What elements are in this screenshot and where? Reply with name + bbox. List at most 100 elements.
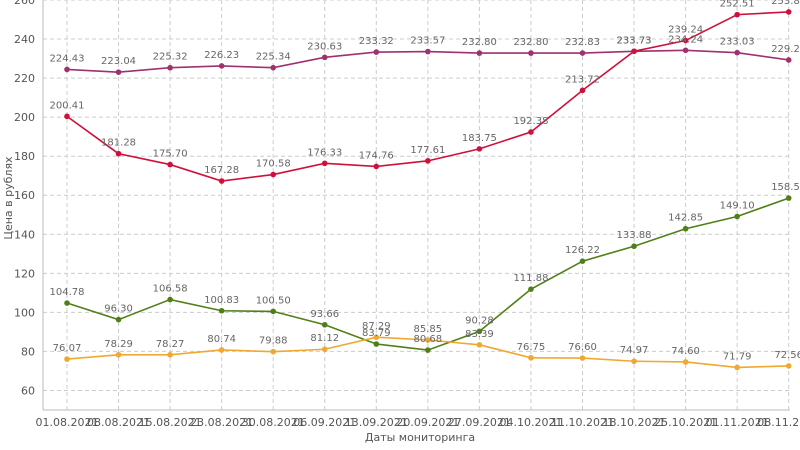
data-label: 253.89 [771,0,800,7]
data-label: 233.73 [617,35,652,46]
data-label: 213.72 [565,74,600,85]
x-tick-label: 30.08.2021 [242,416,305,429]
x-tick-label: 20.09.2021 [396,416,459,429]
x-tick-label: 06.09.2021 [293,416,356,429]
data-label: 183.75 [462,133,497,144]
data-point [64,300,70,306]
data-label: 225.32 [153,52,188,63]
data-label: 170.58 [256,159,291,170]
data-point [579,50,586,56]
data-point [218,63,225,69]
data-label: 104.78 [50,287,85,298]
x-tick-label: 04.10.2021 [499,416,562,429]
data-label: 76.60 [568,342,597,353]
data-point [476,50,483,56]
data-label: 106.58 [153,284,188,295]
data-point [167,352,173,358]
data-label: 100.50 [256,295,291,306]
data-label: 142.85 [668,213,703,224]
data-labels: 224.43 223.04 225.32 226.23 225.34 230.63 233.… [50,0,800,362]
data-label: 233.57 [410,36,445,47]
data-label: 239.24 [668,25,703,36]
x-tick-label: 08.08.2021 [87,416,150,429]
data-label: 90.28 [465,315,494,326]
data-label: 230.63 [307,41,342,52]
data-point [425,158,431,164]
data-point [167,161,173,168]
data-point [785,363,792,369]
data-label: 192.38 [513,116,548,127]
data-point [270,171,277,178]
data-point [270,308,277,315]
data-point [682,47,689,54]
data-point [218,307,225,314]
x-tick-label: 13.09.2021 [345,416,408,429]
y-tick-label: 60 [21,384,35,397]
data-point [682,359,689,365]
data-point [64,356,70,362]
data-label: 83.79 [362,328,391,339]
y-tick-label: 100 [14,306,35,319]
data-point [115,150,122,157]
data-point [115,351,122,358]
data-point [579,87,586,94]
y-tick-label: 240 [14,33,35,46]
data-point [218,178,225,184]
series [64,9,792,371]
data-label: 167.28 [204,165,239,176]
data-point [167,296,173,303]
data-label: 229.28 [771,44,800,55]
data-label: 149.10 [720,201,755,212]
data-point [425,48,431,55]
data-label: 233.03 [720,37,755,48]
data-label: 79.88 [259,336,288,347]
data-point [579,355,586,361]
data-label: 85.85 [414,324,443,335]
data-point [270,64,277,71]
data-point [785,57,792,63]
data-label: 175.70 [153,149,188,160]
data-label: 200.41 [50,100,85,111]
y-tick-label: 140 [14,228,35,241]
data-point [528,129,534,135]
data-label: 232.83 [565,37,600,48]
data-label: 78.29 [104,339,133,350]
data-point [64,113,70,120]
x-tick-label: 08.11.2021 [757,416,800,429]
data-label: 72.56 [774,350,800,361]
data-label: 80.74 [207,334,236,345]
data-point [321,160,328,167]
data-point [64,66,70,73]
axes: 60 80 100 120 140 160 180 200 220 240 260 01.08.202… [14,0,800,429]
data-label: 96.30 [104,304,133,315]
data-label: 71.79 [723,351,752,362]
data-point [270,348,277,355]
data-point [321,321,328,328]
data-point [734,364,740,371]
data-point [631,358,637,365]
x-tick-label: 23.08.2021 [190,416,253,429]
x-tick-label: 15.08.2021 [139,416,202,429]
data-label: 233.73 [617,35,652,46]
data-point [734,213,740,220]
data-label: 111.88 [513,273,548,284]
data-point [373,163,380,170]
data-label: 87.29 [362,321,391,332]
y-tick-label: 80 [21,345,35,358]
data-point [734,11,740,18]
data-label: 226.23 [204,50,239,61]
y-tick-label: 180 [14,150,35,163]
data-label: 133.88 [617,230,652,241]
data-point [321,346,328,353]
x-tick-label: 18.10.2021 [603,416,666,429]
data-point [682,225,689,232]
grid [43,0,790,410]
data-point [631,48,637,55]
data-label: 224.43 [50,53,85,64]
y-tick-label: 260 [14,0,35,7]
y-tick-label: 120 [14,267,35,280]
data-point [167,64,173,71]
data-point [115,316,122,323]
y-axis-title: Цена в рублях [2,156,15,240]
